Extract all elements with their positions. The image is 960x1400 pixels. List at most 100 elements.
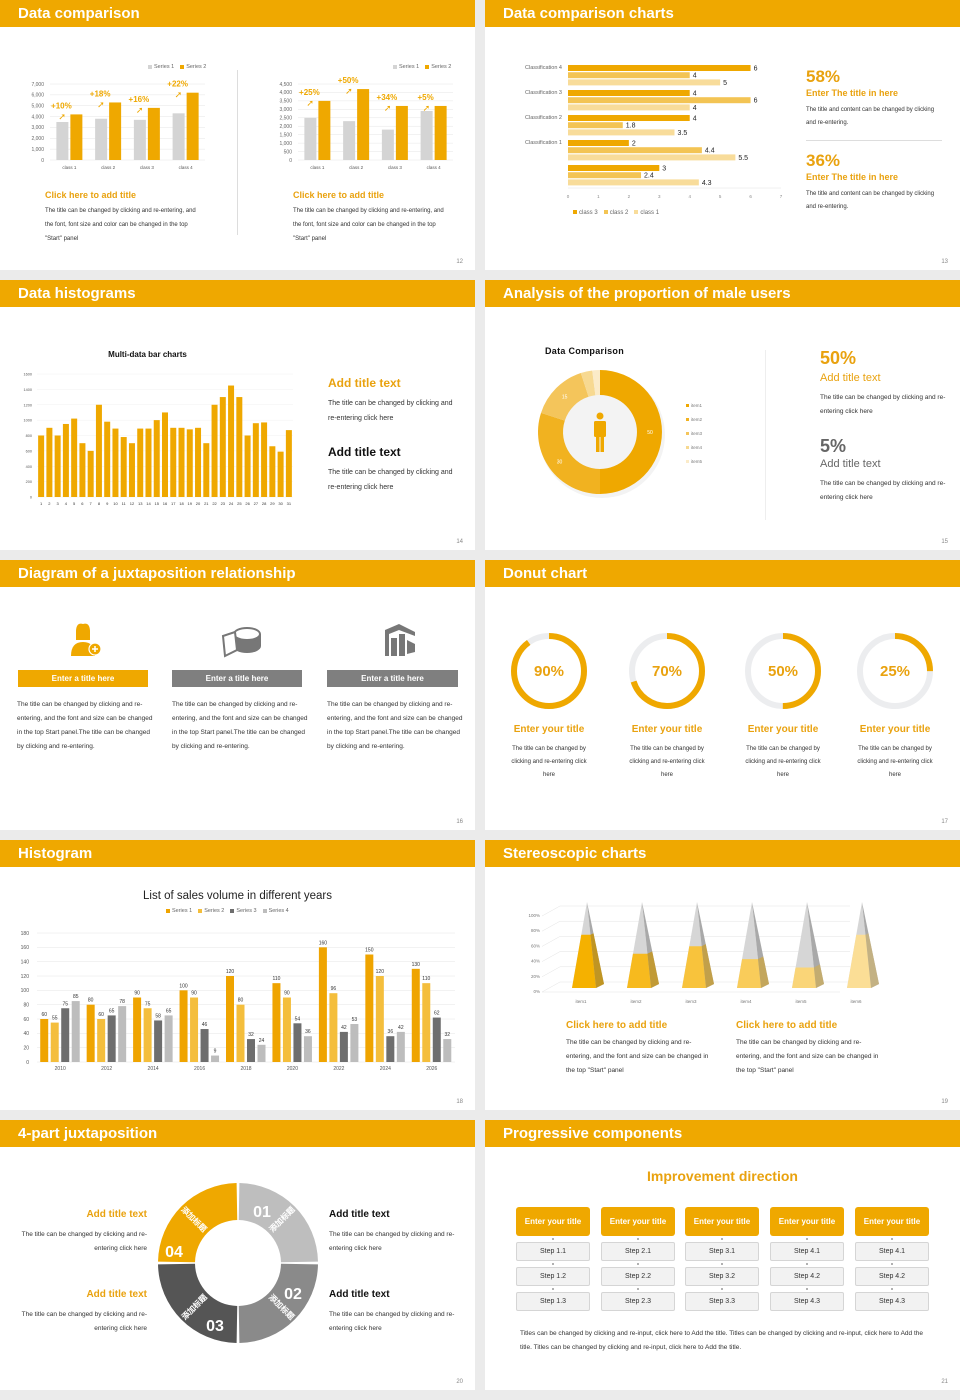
x-tick-label: 7	[90, 501, 93, 506]
legend-label: item1	[691, 403, 703, 408]
stat-title[interactable]: Add title text	[820, 372, 881, 384]
slide-header: Data comparison	[0, 0, 475, 27]
step-box[interactable]: Step 3.2	[685, 1267, 759, 1286]
page-number: 14	[456, 539, 463, 545]
step-box[interactable]: Step 4.2	[770, 1267, 844, 1286]
slide-18[interactable]: Histogram List of sales volume in differ…	[0, 840, 475, 1110]
column-header[interactable]: Enter your title	[855, 1207, 929, 1236]
block-body[interactable]: The title can be changed by clicking and…	[329, 1231, 455, 1252]
step-box[interactable]: Step 2.2	[601, 1267, 675, 1286]
bar	[79, 443, 86, 497]
block-title[interactable]: Add title text	[86, 1289, 147, 1300]
data-label: 96	[331, 986, 337, 992]
column-title-bar[interactable]: Enter a title here	[18, 670, 148, 687]
block-title[interactable]: Add title text	[329, 1289, 390, 1300]
data-label: 32	[248, 1032, 254, 1038]
ring-title[interactable]: Enter your title	[859, 724, 931, 735]
block-title[interactable]: Add title text	[328, 376, 401, 390]
bar	[219, 397, 226, 497]
x-tick-label: item2	[630, 999, 642, 1004]
step-box[interactable]: Step 1.1	[516, 1242, 590, 1261]
ring-title[interactable]: Enter your title	[631, 724, 703, 735]
column-title-bar[interactable]: Enter a title here	[172, 670, 302, 687]
stat-value: 50%	[820, 348, 857, 368]
column-header[interactable]: Enter your title	[516, 1207, 590, 1236]
block-body[interactable]: The title can be changed by clicking and…	[736, 1039, 879, 1074]
arrow-icon: ➚	[384, 103, 392, 113]
slide-12[interactable]: Data comparison Series 1 Series 2 0 1,000…	[0, 0, 475, 270]
step-box[interactable]: Step 4.3	[770, 1292, 844, 1311]
step-box[interactable]: Step 4.1	[770, 1242, 844, 1261]
footer-paragraph[interactable]: Titles can be changed by clicking and re…	[520, 1330, 923, 1351]
legend-class-1: class 1	[634, 210, 659, 216]
stat-body[interactable]: The title and content can be changed by …	[806, 191, 935, 210]
stat-title[interactable]: Enter The title in here	[806, 172, 899, 182]
y-tick-label: 500	[284, 149, 293, 155]
column-body[interactable]: The title can be changed by clicking and…	[172, 701, 308, 750]
slide-19[interactable]: Stereoscopic charts 0% 20% 40% 60% 80% 100% it…	[485, 840, 960, 1110]
data-label: 62	[434, 1011, 440, 1017]
block-body[interactable]: The title can be changed by clicking and…	[45, 208, 196, 242]
y-tick-label: 3,000	[279, 107, 292, 113]
connector-dot	[721, 1288, 723, 1290]
x-tick-label: class 1	[62, 165, 77, 170]
x-tick-label: 31	[287, 501, 292, 506]
stat-title[interactable]: Add title text	[820, 458, 881, 470]
slide-17[interactable]: Donut chart 90% 70% 50% 25% Enter your titl…	[485, 560, 960, 830]
block-body[interactable]: The title can be changed by clicking and…	[328, 400, 453, 422]
column-title-bar[interactable]: Enter a title here	[327, 670, 458, 687]
slide-15[interactable]: Analysis of the proportion of male users…	[485, 280, 960, 550]
x-tick-label: class 1	[310, 165, 325, 170]
ring-body[interactable]: The title can be changed by clicking and…	[629, 746, 705, 778]
bar	[143, 1008, 152, 1062]
slide-header: Progressive components	[485, 1120, 960, 1147]
slide-13[interactable]: Data comparison charts 0 1 2 3 4 5 6 7 3 2.4 4.3 2 4…	[485, 0, 960, 270]
step-box[interactable]: Step 2.1	[601, 1242, 675, 1261]
slide-14[interactable]: Data histograms Multi-data bar charts 0 2…	[0, 280, 475, 550]
block-title[interactable]: Add title text	[86, 1209, 147, 1220]
step-box[interactable]: Step 4.3	[855, 1292, 929, 1311]
bar	[375, 976, 384, 1062]
arrow-icon: ➚	[136, 105, 144, 115]
block-title[interactable]: Click here to add title	[293, 190, 385, 200]
ring-body[interactable]: The title can be changed by clicking and…	[511, 746, 587, 778]
ring-body[interactable]: The title can be changed by clicking and…	[745, 746, 821, 778]
stat-body[interactable]: The title can be changed by clicking and…	[820, 394, 946, 415]
block-body[interactable]: The title can be changed by clicking and…	[21, 1311, 147, 1332]
step-box[interactable]: Step 4.1	[855, 1242, 929, 1261]
block-title[interactable]: Click here to add title	[566, 1020, 668, 1031]
column-header[interactable]: Enter your title	[601, 1207, 675, 1236]
step-box[interactable]: Step 3.3	[685, 1292, 759, 1311]
column-body[interactable]: The title can be changed by clicking and…	[17, 701, 153, 750]
slide-16[interactable]: Diagram of a juxtaposition relationship …	[0, 560, 475, 830]
arrow-icon: ➚	[58, 111, 66, 121]
ring-body[interactable]: The title can be changed by clicking and…	[857, 746, 933, 778]
step-box[interactable]: Step 2.3	[601, 1292, 675, 1311]
step-box[interactable]: Step 1.2	[516, 1267, 590, 1286]
block-body[interactable]: The title can be changed by clicking and…	[293, 208, 444, 242]
data-label: 46	[202, 1022, 208, 1028]
block-title[interactable]: Add title text	[329, 1209, 390, 1220]
block-title[interactable]: Click here to add title	[45, 190, 137, 200]
block-title[interactable]: Add title text	[328, 445, 401, 459]
block-body[interactable]: The title can be changed by clicking and…	[328, 469, 453, 491]
slide-20[interactable]: 4-part juxtaposition 01 添加标题 02 添加标题 03 添加标题 0…	[0, 1120, 475, 1390]
pyramid-chart: 0% 20% 40% 60% 80% 100% item1 item2 item3 item4 it…	[528, 902, 879, 1004]
data-label: 42	[398, 1025, 404, 1031]
block-body[interactable]: The title can be changed by clicking and…	[329, 1311, 455, 1332]
ring-title[interactable]: Enter your title	[747, 724, 819, 735]
block-body[interactable]: The title can be changed by clicking and…	[21, 1231, 147, 1252]
column-header[interactable]: Enter your title	[770, 1207, 844, 1236]
ring-title[interactable]: Enter your title	[513, 724, 585, 735]
stat-body[interactable]: The title can be changed by clicking and…	[820, 480, 946, 501]
step-box[interactable]: Step 3.1	[685, 1242, 759, 1261]
stat-body[interactable]: The title and content can be changed by …	[806, 107, 935, 126]
step-box[interactable]: Step 4.2	[855, 1267, 929, 1286]
block-title[interactable]: Click here to add title	[736, 1020, 838, 1031]
column-body[interactable]: The title can be changed by clicking and…	[327, 701, 463, 750]
step-box[interactable]: Step 1.3	[516, 1292, 590, 1311]
column-header[interactable]: Enter your title	[685, 1207, 759, 1236]
stat-title[interactable]: Enter The title in here	[806, 88, 899, 98]
block-body[interactable]: The title can be changed by clicking and…	[566, 1039, 709, 1074]
slide-21[interactable]: Progressive components Improvement direc…	[485, 1120, 960, 1390]
